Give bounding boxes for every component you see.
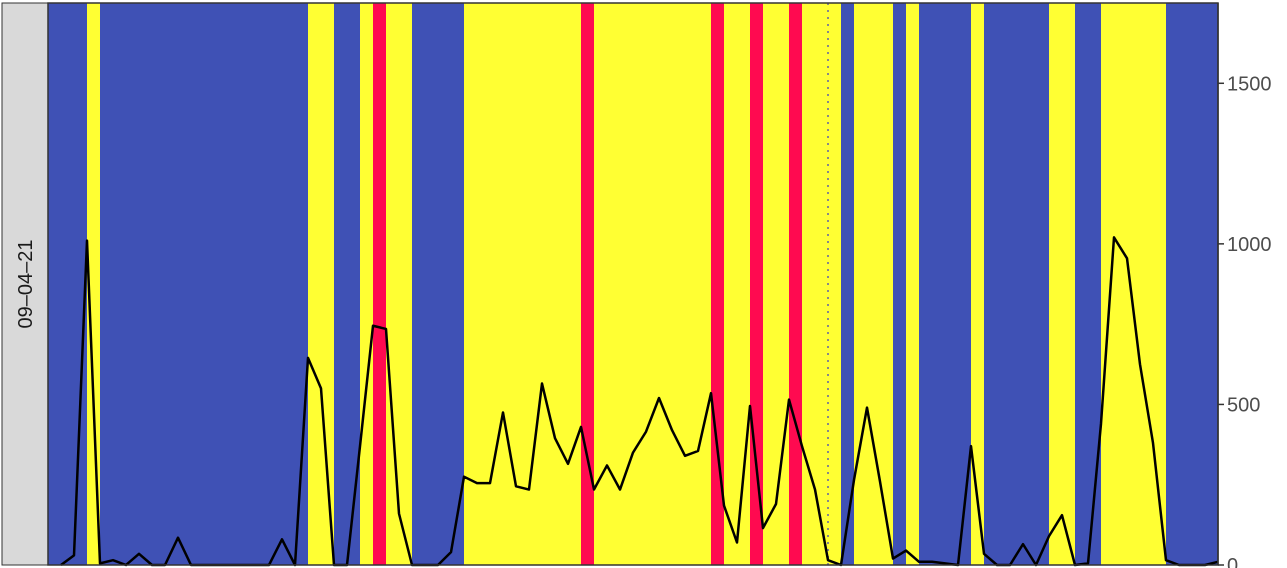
y-tick-label: 1500 — [1227, 73, 1272, 95]
band-blue — [919, 3, 972, 565]
band-blue — [984, 3, 1050, 565]
band-red — [750, 3, 764, 565]
facet-strip: 09–04–21 — [1, 2, 49, 566]
band-yellow — [763, 3, 790, 565]
band-yellow — [594, 3, 712, 565]
band-blue — [100, 3, 309, 565]
facet-strip-background — [1, 2, 49, 566]
state-bands — [48, 3, 1219, 565]
band-yellow — [1049, 3, 1076, 565]
plot-panel — [47, 2, 1219, 567]
facet-strip-label: 09–04–21 — [15, 240, 37, 329]
band-yellow — [724, 3, 751, 565]
y-tick-label: 500 — [1227, 394, 1260, 416]
band-blue — [841, 3, 855, 565]
band-blue — [412, 3, 465, 565]
band-yellow — [386, 3, 413, 565]
band-yellow — [854, 3, 894, 565]
band-red — [789, 3, 803, 565]
y-tick-label: 1000 — [1227, 234, 1272, 256]
band-blue — [1166, 3, 1219, 565]
band-yellow — [87, 3, 101, 565]
band-red — [711, 3, 725, 565]
band-blue — [48, 3, 88, 565]
band-blue — [893, 3, 907, 565]
y-tick-label: 0 — [1227, 555, 1238, 568]
band-yellow — [802, 3, 842, 565]
band-blue — [1075, 3, 1102, 565]
band-red — [373, 3, 387, 565]
band-red — [581, 3, 595, 565]
band-yellow — [464, 3, 582, 565]
band-yellow — [360, 3, 374, 565]
band-yellow — [906, 3, 920, 565]
band-yellow — [971, 3, 985, 565]
band-yellow — [308, 3, 335, 565]
y-axis: 0 500 1000 1500 — [1217, 3, 1272, 568]
